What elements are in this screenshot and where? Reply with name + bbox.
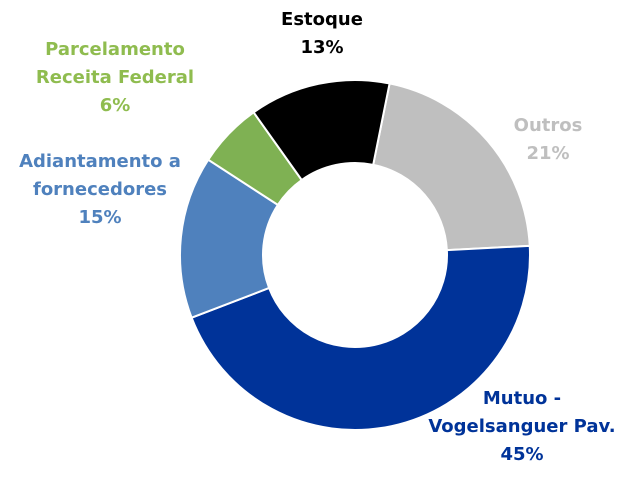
segment-label: Parcelamento Receita Federal 6% [15, 36, 215, 120]
category-label: Parcelamento Receita Federal [35, 39, 195, 88]
category-label: Estoque [281, 9, 363, 30]
segment-label: Mutuo - Vogelsanguer Pav. 45% [427, 385, 617, 469]
category-label: Adiantamento a fornecedores [19, 151, 181, 200]
value-label: 13% [300, 37, 344, 58]
value-label: 45% [500, 444, 544, 465]
value-label: 6% [99, 95, 131, 116]
segment-label: Estoque 13% [262, 6, 382, 62]
category-label: Outros [513, 115, 583, 136]
value-label: 21% [526, 143, 570, 164]
donut-segment [252, 79, 391, 182]
segment-label: Outros 21% [503, 112, 593, 168]
value-label: 15% [78, 207, 122, 228]
donut-segment [190, 244, 531, 431]
donut-segment [372, 82, 531, 252]
segment-label: Adiantamento a fornecedores 15% [0, 148, 200, 232]
category-label: Mutuo - Vogelsanguer Pav. [428, 388, 616, 437]
